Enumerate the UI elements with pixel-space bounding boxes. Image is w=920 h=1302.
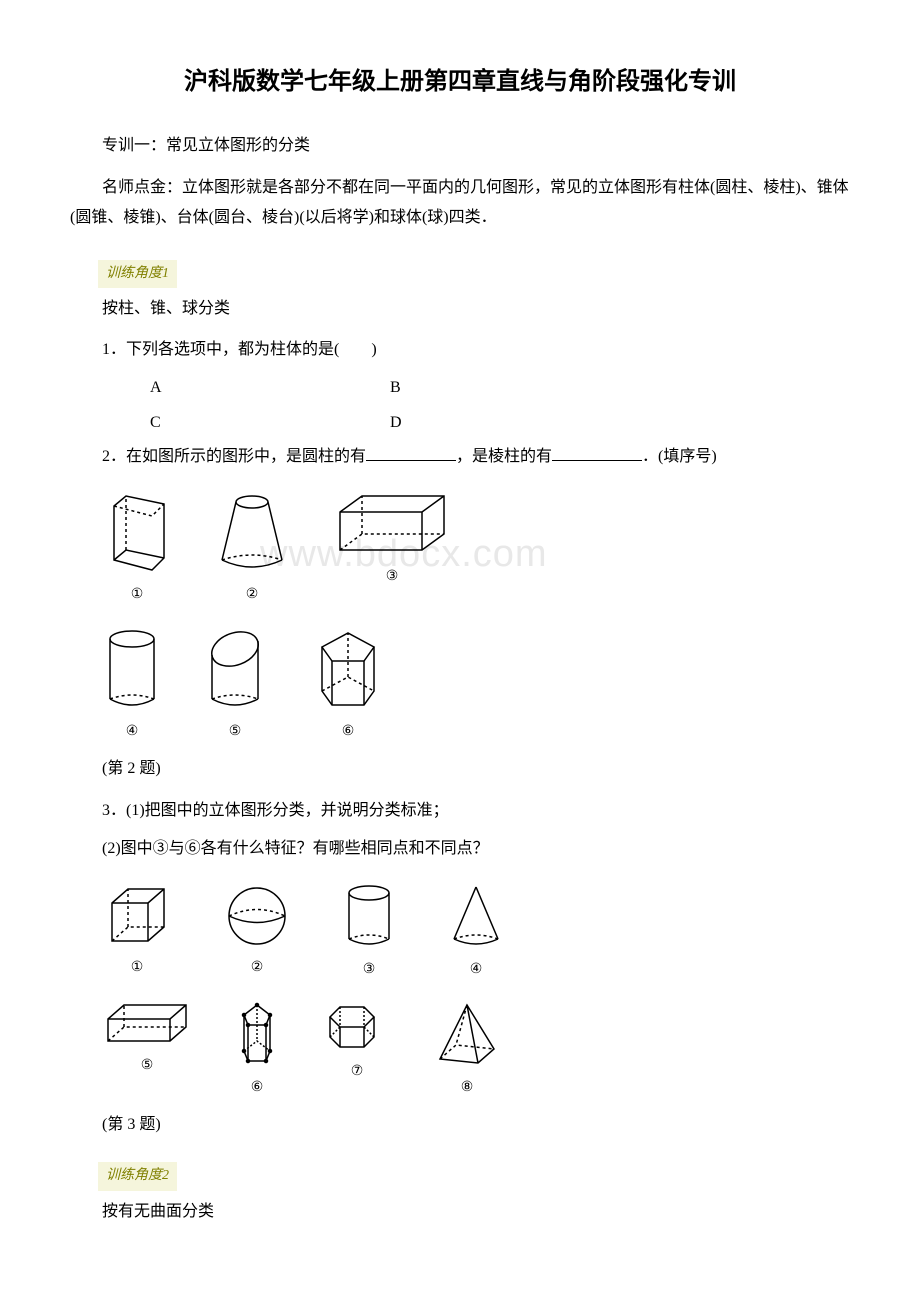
fig2-label-2: ② (246, 582, 259, 609)
fig3-label-2: ② (251, 955, 264, 982)
caption-q3: (第 3 题) (70, 1110, 850, 1140)
question-3-2: (2)图中③与⑥各有什么特征？有哪些相同点和不同点？ (70, 834, 850, 864)
question-1: 1．下列各选项中，都为柱体的是( ) (70, 335, 850, 365)
fig3-label-4: ④ (470, 957, 483, 984)
option-a: A (150, 373, 390, 403)
q2-part2: ，是棱柱的有 (456, 448, 552, 465)
option-c: C (150, 408, 390, 438)
option-d: D (390, 408, 630, 438)
section2-heading: 按有无曲面分类 (70, 1197, 850, 1227)
fig-hex-prism: ⑦ (322, 999, 392, 1102)
fig-slanted-cylinder: ⑤ (202, 625, 268, 746)
fig-pyramid: ⑧ (432, 999, 502, 1102)
intro-text: 名师点金：立体图形就是各部分不都在同一平面内的几何图形，常见的立体图形有柱体(圆… (70, 173, 850, 234)
fig2-label-1: ① (131, 582, 144, 609)
pentagonal-prism-icon (308, 625, 388, 715)
flat-cuboid-icon (102, 999, 192, 1049)
fig-pentagonal-prism: ⑥ (308, 625, 388, 746)
fig2-label-3: ③ (386, 564, 399, 591)
fig2-label-5: ⑤ (229, 719, 242, 746)
fig-frustum: ② (212, 488, 292, 609)
cone-icon (446, 881, 506, 953)
fig3-label-3: ③ (363, 957, 376, 984)
page-title: 沪科版数学七年级上册第四章直线与角阶段强化专训 (70, 60, 850, 106)
figure-q2-row2: ④ ⑤ (102, 625, 850, 746)
options-row-1: A B (150, 373, 850, 403)
training-subtitle: 专训一：常见立体图形的分类 (70, 131, 850, 161)
cuboid-icon (332, 488, 452, 560)
cube-icon (102, 881, 172, 951)
fig3-label-5: ⑤ (141, 1053, 154, 1080)
q2-part3: ．(填序号) (642, 448, 717, 465)
blank-2 (552, 445, 642, 461)
fig-cube: ① (102, 881, 172, 984)
fig3-label-7: ⑦ (351, 1059, 364, 1086)
cylinder-q3-icon (342, 881, 396, 953)
question-3-1: 3．(1)把图中的立体图形分类，并说明分类标准； (70, 796, 850, 826)
fig-triangular-prism: ① (102, 488, 172, 609)
fig-small-prism: ⑥ (232, 999, 282, 1102)
hex-prism-icon (322, 999, 392, 1055)
figure-q3-row2: ⑤ ⑥ (102, 999, 850, 1102)
blank-1 (366, 445, 456, 461)
section-tag-1: 训练角度1 (98, 260, 177, 289)
small-prism-icon (232, 999, 282, 1071)
triangular-prism-icon (102, 488, 172, 578)
fig3-label-8: ⑧ (461, 1075, 474, 1102)
sphere-icon (222, 881, 292, 951)
options-row-2: C D (150, 408, 850, 438)
fig3-label-6: ⑥ (251, 1075, 264, 1102)
fig-flat-cuboid: ⑤ (102, 999, 192, 1102)
fig-cylinder-q3: ③ (342, 881, 396, 984)
q2-part1: 2．在如图所示的图形中，是圆柱的有 (102, 448, 366, 465)
section1-heading: 按柱、锥、球分类 (70, 294, 850, 324)
cylinder-icon (102, 625, 162, 715)
figure-q2-row1: ① ② (102, 488, 850, 609)
fig-cone: ④ (446, 881, 506, 984)
frustum-icon (212, 488, 292, 578)
figure-q3-row1: ① ② ③ (102, 881, 850, 984)
fig2-label-6: ⑥ (342, 719, 355, 746)
pyramid-icon (432, 999, 502, 1071)
fig3-label-1: ① (131, 955, 144, 982)
section-tag-2: 训练角度2 (98, 1162, 177, 1191)
caption-q2: (第 2 题) (70, 754, 850, 784)
fig2-label-4: ④ (126, 719, 139, 746)
fig-sphere: ② (222, 881, 292, 984)
fig-cuboid: ③ (332, 488, 452, 609)
slanted-cylinder-icon (202, 625, 268, 715)
question-2: 2．在如图所示的图形中，是圆柱的有 ，是棱柱的有 ．(填序号) (70, 442, 850, 472)
fig-cylinder: ④ (102, 625, 162, 746)
option-b: B (390, 373, 630, 403)
